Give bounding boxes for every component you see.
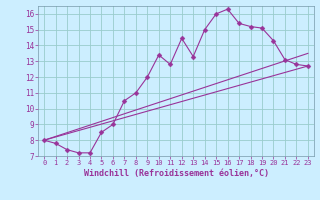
X-axis label: Windchill (Refroidissement éolien,°C): Windchill (Refroidissement éolien,°C) xyxy=(84,169,268,178)
